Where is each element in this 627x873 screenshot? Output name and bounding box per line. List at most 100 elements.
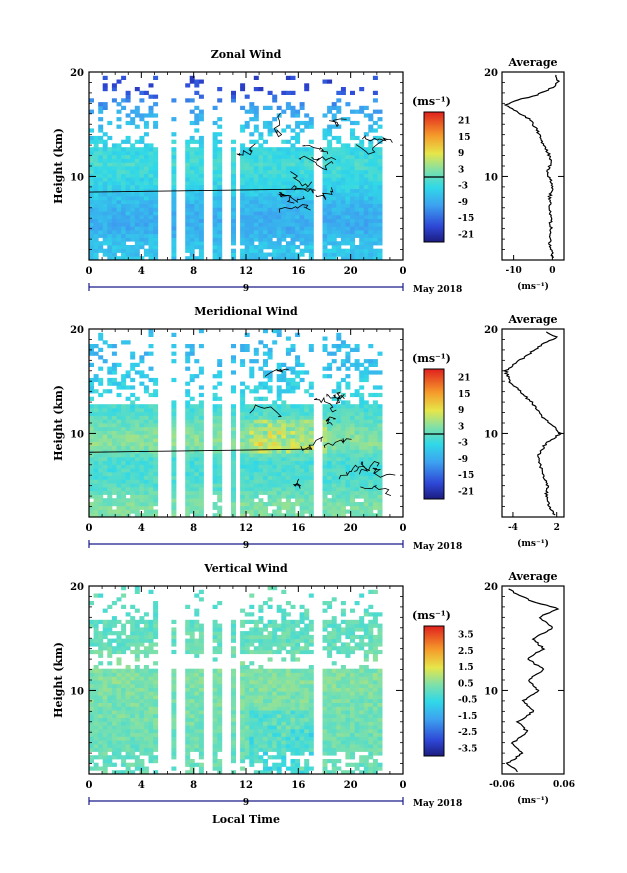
heatmap-cell bbox=[276, 479, 282, 484]
heatmap-cell bbox=[130, 218, 136, 223]
heatmap-cell bbox=[189, 706, 195, 711]
heatmap-cell bbox=[231, 453, 236, 458]
heatmap-cell bbox=[354, 362, 360, 367]
heatmap-cell bbox=[89, 676, 94, 681]
heatmap-cell bbox=[98, 188, 104, 193]
heatmap-cell bbox=[121, 237, 127, 242]
heatmap-cell bbox=[263, 672, 268, 677]
contour-line bbox=[302, 145, 328, 155]
heatmap-cell bbox=[189, 766, 195, 771]
heatmap-cell bbox=[354, 347, 360, 352]
heatmap-cell bbox=[363, 471, 369, 477]
heatmap-cell bbox=[121, 415, 127, 420]
heatmap-cell bbox=[125, 222, 131, 227]
heatmap-cell bbox=[345, 199, 351, 204]
heatmap-cell bbox=[345, 214, 351, 220]
heatmap-cell bbox=[249, 593, 255, 598]
heatmap-cell bbox=[285, 196, 291, 201]
heatmap-cell bbox=[272, 256, 278, 261]
heatmap-cell bbox=[354, 411, 360, 416]
heatmap-cell bbox=[121, 471, 127, 477]
heatmap-cell bbox=[322, 486, 328, 492]
heatmap-cell bbox=[107, 154, 113, 159]
heatmap-cell bbox=[276, 486, 282, 492]
heatmap-cell bbox=[258, 396, 264, 401]
heatmap-cell bbox=[263, 245, 268, 250]
heatmap-cell bbox=[331, 486, 337, 492]
heatmap-cell bbox=[153, 627, 159, 632]
heatmap-cell bbox=[212, 120, 218, 126]
heatmap-cell bbox=[139, 770, 145, 775]
heatmap-cell bbox=[350, 423, 355, 428]
heatmap-cell bbox=[121, 374, 127, 379]
heatmap-cell bbox=[249, 256, 255, 261]
heatmap-cell bbox=[212, 143, 218, 148]
heatmap-cell bbox=[350, 490, 355, 495]
heatmap-cell bbox=[102, 411, 108, 416]
heatmap-cell bbox=[240, 751, 246, 756]
heatmap-cell bbox=[258, 188, 264, 193]
heatmap-cell bbox=[258, 755, 264, 760]
heatmap-cell bbox=[98, 747, 104, 752]
heatmap-cell bbox=[143, 498, 149, 503]
heatmap-cell bbox=[189, 649, 195, 655]
heatmap-cell bbox=[143, 631, 149, 636]
heatmap-cell bbox=[111, 226, 117, 231]
heatmap-cell bbox=[102, 468, 108, 473]
heatmap-cell bbox=[304, 471, 310, 477]
heatmap-cell bbox=[345, 192, 351, 197]
heatmap-cell bbox=[240, 509, 246, 514]
heatmap-cell bbox=[212, 762, 218, 767]
heatmap-cell bbox=[263, 502, 268, 507]
heatmap-cell bbox=[116, 226, 122, 231]
heatmap-cell bbox=[249, 695, 255, 700]
heatmap-cell bbox=[134, 502, 140, 507]
heatmap-cell bbox=[308, 415, 314, 420]
heatmap-cell bbox=[89, 162, 94, 167]
heatmap-cell bbox=[322, 509, 328, 514]
heatmap-cell bbox=[336, 248, 342, 253]
heatmap-cell bbox=[359, 479, 365, 484]
heatmap-cell bbox=[134, 245, 140, 250]
heatmap-cell bbox=[185, 241, 191, 246]
heatmap-cell bbox=[98, 211, 104, 216]
heatmap-cell bbox=[98, 207, 104, 212]
heatmap-cell bbox=[217, 226, 223, 231]
heatmap-cell bbox=[285, 248, 291, 253]
heatmap-cell bbox=[185, 166, 191, 171]
heatmap-cell bbox=[217, 646, 223, 651]
heatmap-cell bbox=[134, 755, 140, 760]
heatmap-cell bbox=[171, 683, 177, 688]
heatmap-cell bbox=[372, 229, 378, 235]
heatmap-cell bbox=[125, 505, 131, 510]
heatmap-cell bbox=[345, 166, 351, 171]
heatmap-cell bbox=[134, 468, 140, 473]
heatmap-cell bbox=[372, 445, 378, 450]
heatmap-cell bbox=[377, 214, 383, 220]
heatmap-cell bbox=[290, 188, 296, 193]
heatmap-cell bbox=[171, 649, 177, 655]
heatmap-cell bbox=[308, 423, 314, 428]
heatmap-cell bbox=[363, 237, 369, 242]
heatmap-cell bbox=[148, 423, 154, 428]
heatmap-cell bbox=[98, 460, 104, 465]
heatmap-cell bbox=[231, 154, 236, 159]
heatmap-cell bbox=[98, 169, 104, 174]
heatmap-cell bbox=[130, 691, 136, 696]
heatmap-cell bbox=[93, 192, 99, 197]
heatmap-cell bbox=[299, 169, 305, 174]
heatmap-cell bbox=[295, 229, 301, 235]
heatmap-cell bbox=[153, 199, 159, 204]
heatmap-cell bbox=[93, 672, 99, 677]
heatmap-cell bbox=[194, 214, 200, 220]
heatmap-cell bbox=[116, 158, 122, 163]
heatmap-cell bbox=[98, 661, 104, 666]
profile-frame bbox=[501, 328, 565, 518]
heatmap-cell bbox=[331, 408, 337, 413]
heatmap-cell bbox=[148, 256, 154, 261]
heatmap-cell bbox=[189, 475, 195, 480]
heatmap-cell bbox=[308, 237, 314, 242]
heatmap-cell bbox=[134, 713, 140, 718]
heatmap-cell bbox=[244, 120, 250, 126]
heatmap-cell bbox=[93, 404, 99, 409]
